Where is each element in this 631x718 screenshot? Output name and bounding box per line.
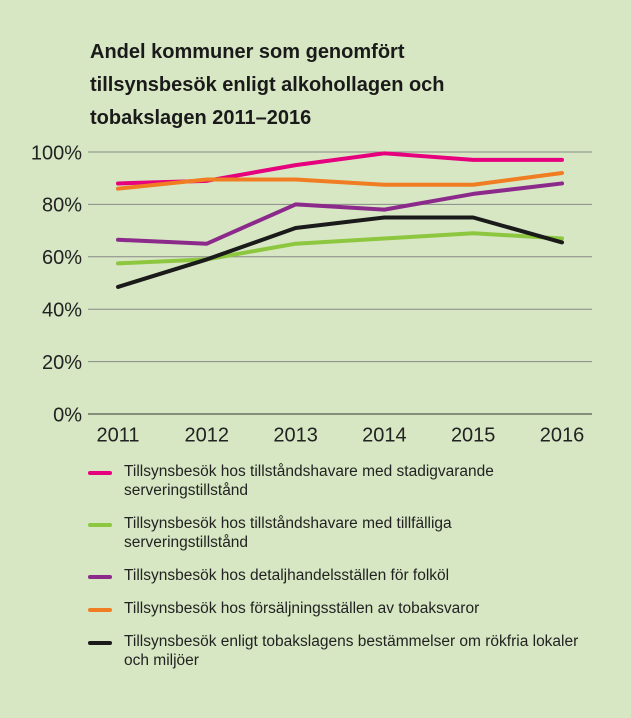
x-tick-label: 2012 xyxy=(185,424,230,446)
legend-entry: Tillsynsbesök hos tillståndshavare med s… xyxy=(88,462,588,500)
x-tick-label: 2013 xyxy=(273,424,318,446)
legend: Tillsynsbesök hos tillståndshavare med s… xyxy=(88,462,588,684)
y-tick-label: 100% xyxy=(31,142,82,164)
series-line xyxy=(116,181,564,246)
series-line xyxy=(116,151,564,186)
y-tick-label: 40% xyxy=(42,299,82,321)
legend-swatch xyxy=(88,608,112,612)
y-tick-label: 60% xyxy=(42,247,82,269)
legend-label: Tillsynsbesök hos tillståndshavare med t… xyxy=(124,515,452,551)
legend-entry: Tillsynsbesök hos detaljhandelsställen f… xyxy=(88,566,588,585)
legend-entry: Tillsynsbesök enligt tobakslagens bestäm… xyxy=(88,632,588,670)
legend-label: Tillsynsbesök hos detaljhandelsställen f… xyxy=(124,567,450,584)
legend-swatch xyxy=(88,641,112,645)
x-tick-label: 2015 xyxy=(451,424,496,446)
x-tick-label: 2014 xyxy=(362,424,407,446)
legend-label: Tillsynsbesök hos tillståndshavare med s… xyxy=(124,463,494,499)
legend-label: Tillsynsbesök hos försäljningsställen av… xyxy=(124,600,480,617)
y-tick-label: 20% xyxy=(42,352,82,374)
y-tick-label: 0% xyxy=(53,404,82,426)
x-tick-label: 2016 xyxy=(540,424,585,446)
y-tick-label: 80% xyxy=(42,195,82,217)
legend-entry: Tillsynsbesök hos försäljningsställen av… xyxy=(88,599,588,618)
series-line xyxy=(116,215,564,289)
legend-swatch xyxy=(88,575,112,579)
legend-label: Tillsynsbesök enligt tobakslagens bestäm… xyxy=(124,633,579,669)
x-tick-label: 2011 xyxy=(96,424,139,446)
series-line xyxy=(116,231,564,266)
legend-swatch xyxy=(88,523,112,527)
series-line xyxy=(116,170,564,191)
legend-swatch xyxy=(88,471,112,475)
chart-title: Andel kommuner som genomfört tillsynsbes… xyxy=(90,41,445,129)
legend-entry: Tillsynsbesök hos tillståndshavare med t… xyxy=(88,514,588,552)
